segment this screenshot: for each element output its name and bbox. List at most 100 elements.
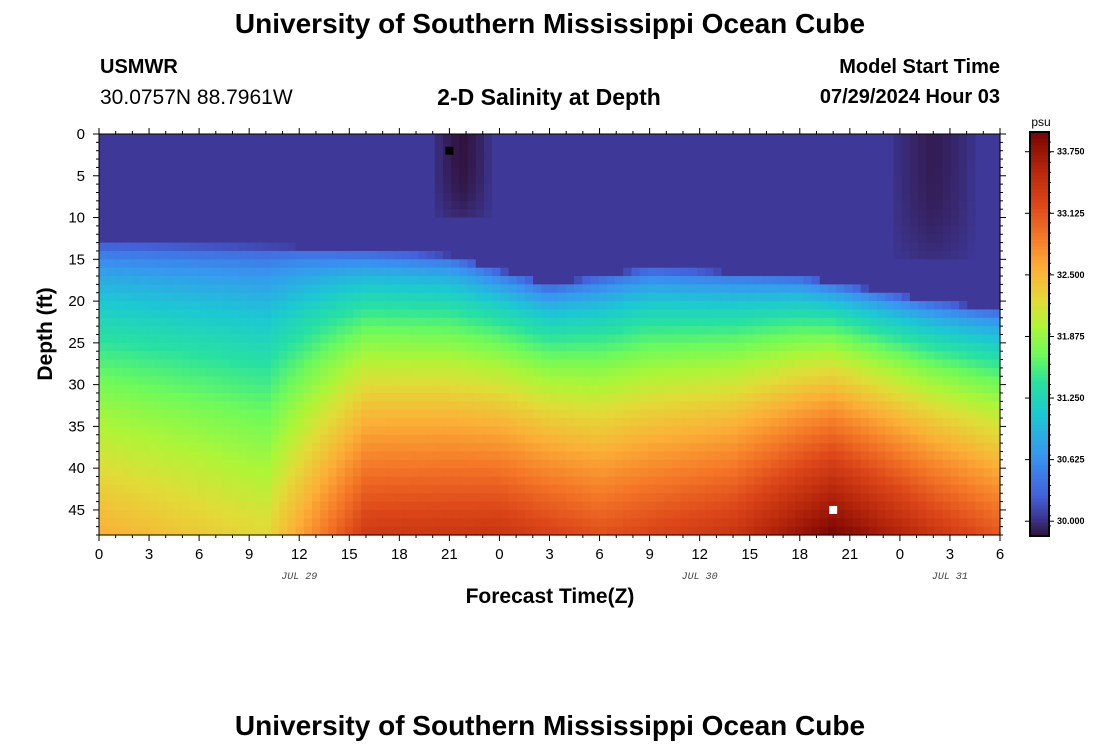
heatmap-cell xyxy=(795,309,805,319)
heatmap-cell xyxy=(877,225,886,235)
heatmap-cell xyxy=(418,443,428,453)
heatmap-cell xyxy=(680,284,690,294)
heatmap-cell xyxy=(754,359,764,369)
heatmap-cell xyxy=(344,501,354,511)
heatmap-cell xyxy=(328,167,338,177)
heatmap-cell xyxy=(655,326,665,336)
heatmap-cell xyxy=(492,159,501,169)
heatmap-cell xyxy=(172,384,182,394)
heatmap-cell xyxy=(868,384,878,394)
heatmap-cell xyxy=(148,426,157,436)
heatmap-cell xyxy=(893,159,903,169)
heatmap-cell xyxy=(279,292,288,302)
heatmap-cell xyxy=(213,167,223,177)
heatmap-cell xyxy=(565,518,575,528)
heatmap-cell xyxy=(467,317,477,327)
heatmap-cell xyxy=(877,384,886,394)
heatmap-cell xyxy=(680,217,690,227)
heatmap-cell xyxy=(705,284,714,294)
heatmap-cell xyxy=(99,259,108,269)
heatmap-cell xyxy=(533,317,542,327)
heatmap-cell xyxy=(598,242,608,252)
heatmap-cell xyxy=(393,376,403,386)
heatmap-cell xyxy=(901,200,911,210)
heatmap-cell xyxy=(746,409,755,419)
heatmap-cell xyxy=(623,292,633,302)
heatmap-cell xyxy=(926,134,936,143)
heatmap-cell xyxy=(803,367,813,377)
heatmap-cell xyxy=(434,292,444,302)
heatmap-cell xyxy=(623,175,633,185)
heatmap-cell xyxy=(844,317,854,327)
heatmap-cell xyxy=(836,326,845,336)
heatmap-cell xyxy=(901,409,911,419)
heatmap-cell xyxy=(811,367,821,377)
heatmap-cell xyxy=(508,200,518,210)
heatmap-cell xyxy=(131,234,141,244)
heatmap-cell xyxy=(377,342,387,352)
heatmap-cell xyxy=(942,451,952,461)
heatmap-cell xyxy=(123,526,133,536)
heatmap-cell xyxy=(827,209,837,219)
heatmap-cell xyxy=(574,142,583,152)
heatmap-cell xyxy=(369,326,379,336)
heatmap-cell xyxy=(385,476,395,486)
heatmap-cell xyxy=(451,317,460,327)
heatmap-cell xyxy=(139,242,149,252)
heatmap-cell xyxy=(852,401,862,411)
heatmap-cell xyxy=(99,309,108,319)
heatmap-cell xyxy=(565,326,575,336)
heatmap-cell xyxy=(385,434,395,444)
heatmap-cell xyxy=(443,150,452,160)
heatmap-cell xyxy=(811,217,821,227)
heatmap-cell xyxy=(279,351,288,361)
heatmap-cell xyxy=(631,317,641,327)
heatmap-cell xyxy=(451,443,460,453)
heatmap-cell xyxy=(492,342,501,352)
heatmap-cell xyxy=(221,501,231,511)
heatmap-cell xyxy=(582,217,592,227)
heatmap-cell xyxy=(877,426,886,436)
heatmap-cell xyxy=(385,351,395,361)
heatmap-cell xyxy=(844,392,854,402)
heatmap-cell xyxy=(901,184,911,194)
heatmap-cell xyxy=(762,384,772,394)
heatmap-cell xyxy=(156,284,166,294)
heatmap-cell xyxy=(508,459,518,469)
heatmap-cell xyxy=(172,259,182,269)
heatmap-cell xyxy=(303,167,313,177)
heatmap-cell xyxy=(180,200,190,210)
heatmap-cell xyxy=(582,426,592,436)
heatmap-cell xyxy=(516,309,526,319)
heatmap-cell xyxy=(205,150,215,160)
heatmap-cell xyxy=(516,134,526,143)
heatmap-cell xyxy=(680,526,690,536)
heatmap-cell xyxy=(172,192,182,202)
heatmap-cell xyxy=(664,401,673,411)
heatmap-cell xyxy=(574,167,583,177)
heatmap-cell xyxy=(230,384,239,394)
heatmap-cell xyxy=(189,459,198,469)
heatmap-cell xyxy=(516,526,526,536)
heatmap-cell xyxy=(819,518,829,528)
heatmap-cell xyxy=(205,200,215,210)
heatmap-cell xyxy=(860,509,870,519)
heatmap-cell xyxy=(483,501,493,511)
heatmap-cell xyxy=(541,409,551,419)
heatmap-cell xyxy=(246,209,256,219)
heatmap-cell xyxy=(819,501,829,511)
heatmap-cell xyxy=(868,476,878,486)
heatmap-cell xyxy=(713,526,723,536)
heatmap-cell xyxy=(230,242,239,252)
heatmap-cell xyxy=(180,267,190,277)
heatmap-cell xyxy=(475,309,485,319)
heatmap-cell xyxy=(836,175,845,185)
heatmap-cell xyxy=(655,426,665,436)
heatmap-cell xyxy=(189,509,198,519)
heatmap-cell xyxy=(606,142,616,152)
heatmap-cell xyxy=(680,342,690,352)
heatmap-cell xyxy=(115,175,125,185)
heatmap-cell xyxy=(819,142,829,152)
heatmap-cell xyxy=(696,518,706,528)
heatmap-cell xyxy=(205,509,215,519)
